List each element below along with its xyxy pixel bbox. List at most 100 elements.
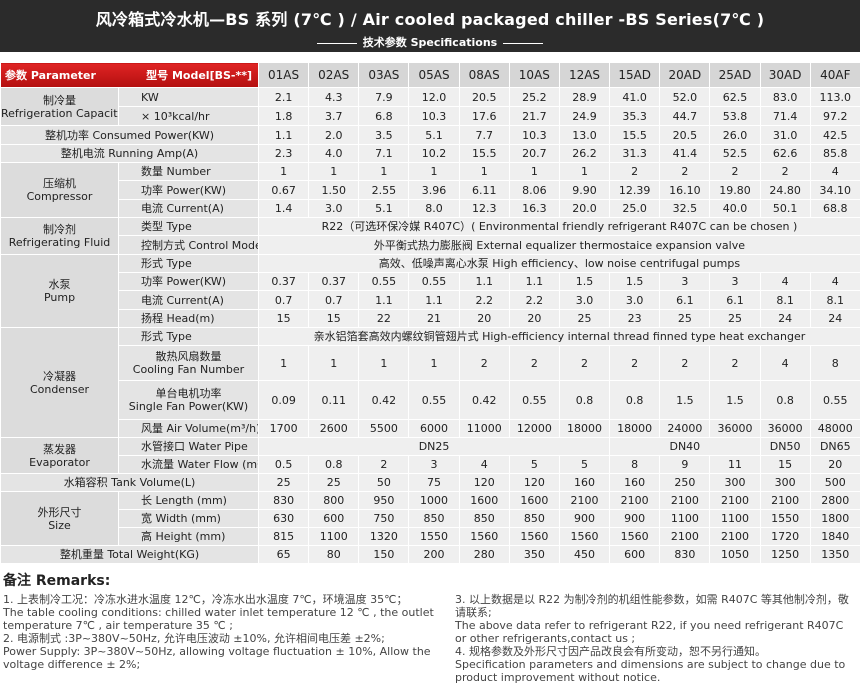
value-cell: 4.0 — [309, 145, 359, 163]
value-cell: 21.7 — [509, 107, 559, 126]
group-label-line: Evaporator — [1, 456, 118, 469]
value-cell: 1550 — [760, 510, 810, 528]
value-cell: 0.8 — [559, 381, 609, 420]
value-cell: 3.96 — [409, 181, 459, 200]
value-cell: 1350 — [810, 546, 860, 564]
value-cell: 0.55 — [810, 381, 860, 420]
value-cell: 9.90 — [559, 181, 609, 200]
value-cell: 32.5 — [660, 200, 710, 218]
value-cell: 815 — [259, 528, 309, 546]
value-cell: 4.3 — [309, 88, 359, 107]
model-name: 02AS — [309, 63, 359, 88]
value-cell: 0.8 — [760, 381, 810, 420]
value-cell: 250 — [660, 474, 710, 492]
value-cell: 800 — [309, 492, 359, 510]
value-cell: 26.2 — [559, 145, 609, 163]
value-cell: 750 — [359, 510, 409, 528]
value-cell: 16.3 — [509, 200, 559, 218]
value-cell: 600 — [610, 546, 660, 564]
value-cell: 22 — [359, 310, 409, 328]
model-name: 05AS — [409, 63, 459, 88]
value-cell: 5.1 — [359, 200, 409, 218]
title: 风冷箱式冷水机—BS 系列 (7℃ ) / Air cooled package… — [0, 6, 860, 30]
model-name: 01AS — [259, 63, 309, 88]
value-cell: 13.0 — [559, 126, 609, 145]
value-cell: 25 — [559, 310, 609, 328]
value-cell: 83.0 — [760, 88, 810, 107]
value-cell: DN25 — [259, 438, 610, 456]
model-name: 40AF — [810, 63, 860, 88]
value-cell: 1 — [509, 163, 559, 181]
value-cell: 1560 — [509, 528, 559, 546]
value-cell: 0.37 — [259, 273, 309, 291]
value-cell: 830 — [660, 546, 710, 564]
group-label-line: 制冷量 — [1, 94, 118, 107]
model-name: 03AS — [359, 63, 409, 88]
value-cell: 10.3 — [409, 107, 459, 126]
value-cell: 1100 — [710, 510, 760, 528]
value-cell: 300 — [760, 474, 810, 492]
value-span: R22（可选环保冷媒 R407C）( Environmental friendl… — [259, 218, 860, 236]
group-label-line: 蒸发器 — [1, 443, 118, 456]
value-cell: 12.3 — [459, 200, 509, 218]
value-cell: 2 — [610, 163, 660, 181]
value-cell: 2100 — [660, 528, 710, 546]
value-cell: 2100 — [710, 492, 760, 510]
value-cell: 300 — [710, 474, 760, 492]
value-cell: 25 — [309, 474, 359, 492]
value-cell: 1 — [409, 346, 459, 381]
value-cell: 4 — [810, 163, 860, 181]
value-cell: 44.7 — [660, 107, 710, 126]
value-span: 外平衡式热力膨胀阀 External equalizer thermostaic… — [259, 236, 860, 255]
value-cell: 0.55 — [409, 381, 459, 420]
value-cell: 8.0 — [409, 200, 459, 218]
value-cell: 1.4 — [259, 200, 309, 218]
value-cell: 0.37 — [309, 273, 359, 291]
value-cell: 150 — [359, 546, 409, 564]
row-label: 长 Length (mm) — [119, 492, 259, 510]
row-label-line: Cooling Fan Number — [119, 363, 258, 376]
value-cell: 12.39 — [610, 181, 660, 200]
value-cell: 36000 — [710, 420, 760, 438]
value-cell: 4 — [760, 346, 810, 381]
row-label: 电流 Current(A) — [119, 200, 259, 218]
value-cell: 2 — [660, 346, 710, 381]
value-cell: 68.8 — [810, 200, 860, 218]
value-cell: 1100 — [309, 528, 359, 546]
value-cell: 2.1 — [259, 88, 309, 107]
row-label: 功率 Power(KW) — [119, 181, 259, 200]
value-cell: 2 — [509, 346, 559, 381]
row-label-line: 散热风扇数量 — [119, 350, 258, 363]
rule — [317, 43, 357, 44]
value-cell: 18000 — [610, 420, 660, 438]
row-label: 宽 Width (mm) — [119, 510, 259, 528]
value-cell: 1.5 — [710, 381, 760, 420]
value-cell: 120 — [459, 474, 509, 492]
value-cell: 6.1 — [710, 291, 760, 310]
group-label-line: Condenser — [1, 383, 118, 396]
group-label-line: Refrigerating Fluid — [1, 236, 118, 249]
value-cell: 1 — [259, 346, 309, 381]
value-cell: 2100 — [610, 492, 660, 510]
value-cell: 2 — [710, 163, 760, 181]
value-cell: 0.5 — [259, 456, 309, 474]
value-cell: 20 — [459, 310, 509, 328]
value-cell: 18000 — [559, 420, 609, 438]
group-label-line: Size — [1, 519, 118, 532]
row-label: 形式 Type — [119, 255, 259, 273]
value-cell: 1600 — [459, 492, 509, 510]
value-cell: 4 — [760, 273, 810, 291]
value-cell: 1.1 — [409, 291, 459, 310]
